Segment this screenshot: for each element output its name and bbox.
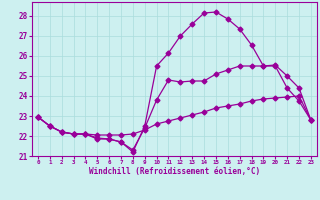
X-axis label: Windchill (Refroidissement éolien,°C): Windchill (Refroidissement éolien,°C)	[89, 167, 260, 176]
